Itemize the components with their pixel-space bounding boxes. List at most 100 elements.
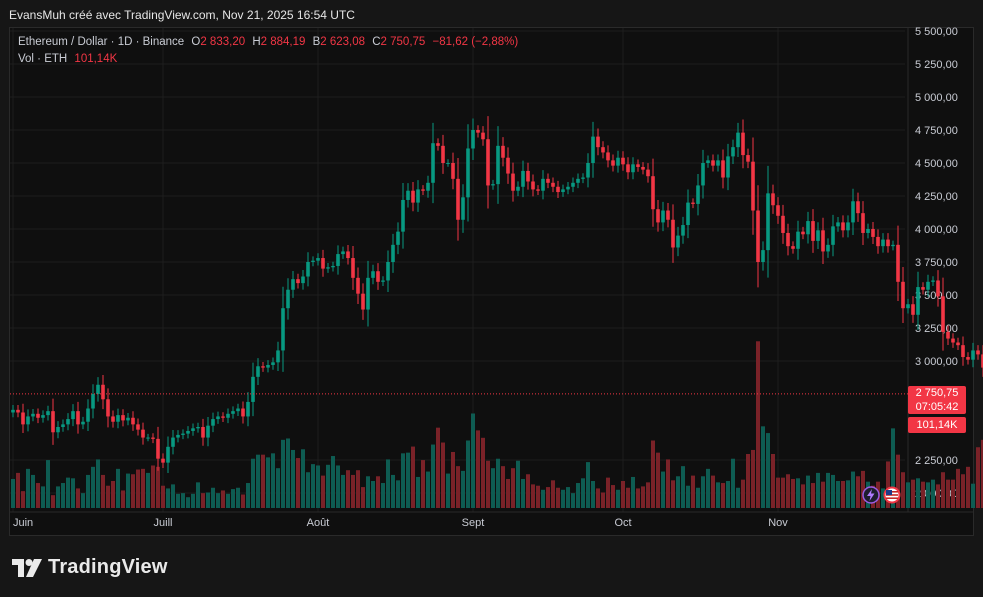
- y-tick-label: 4 750,00: [915, 125, 958, 137]
- candle-body: [976, 350, 980, 355]
- volume-bar: [841, 481, 845, 508]
- candle-body: [196, 427, 200, 429]
- candle-body: [471, 130, 475, 149]
- candle-body: [376, 271, 380, 282]
- candle-body: [11, 409, 15, 413]
- volume-bar: [961, 474, 965, 508]
- candle-body: [521, 170, 525, 187]
- volume-bar: [76, 488, 80, 508]
- x-tick-label: Juill: [154, 517, 173, 529]
- volume-bar: [481, 437, 485, 508]
- candle-body: [626, 164, 630, 173]
- volume-bar: [116, 468, 120, 508]
- volume-bar: [356, 470, 360, 508]
- volume-bar: [716, 482, 720, 508]
- volume-bar: [881, 488, 885, 508]
- candle-body: [76, 411, 80, 425]
- volume-bar: [526, 474, 530, 508]
- volume-bar: [346, 470, 350, 508]
- volume-bar: [461, 470, 465, 508]
- volume-bar: [886, 461, 890, 508]
- candle-body: [596, 136, 600, 148]
- candle-body: [836, 222, 840, 227]
- volume-bar: [946, 479, 950, 508]
- volume-bar: [926, 482, 930, 508]
- volume-bar: [171, 484, 175, 508]
- volume-bar: [381, 483, 385, 508]
- close-label: C: [372, 36, 381, 48]
- candle-body: [956, 342, 960, 346]
- candle-body: [781, 215, 785, 233]
- volume-label: Vol · ETH: [18, 53, 68, 65]
- candle-body: [181, 433, 185, 435]
- tradingview-logo[interactable]: TradingView: [12, 556, 168, 579]
- volume-bar: [571, 493, 575, 508]
- candle-body: [741, 132, 745, 156]
- chart-frame[interactable]: [9, 27, 974, 536]
- lightning-icon[interactable]: [862, 486, 880, 504]
- candle-body: [531, 181, 535, 190]
- volume-bar: [801, 484, 805, 508]
- candle-body: [851, 201, 855, 223]
- candle-body: [211, 419, 215, 426]
- volume-bar: [321, 475, 325, 508]
- volume-bar: [506, 478, 510, 508]
- candle-body: [751, 161, 755, 211]
- candle-body: [876, 236, 880, 247]
- y-tick-label: 2 250,00: [915, 455, 958, 467]
- volume-bar: [596, 488, 600, 508]
- volume-bar: [406, 452, 410, 508]
- candle-body: [366, 277, 370, 310]
- candle-body: [216, 416, 220, 420]
- volume-bar: [181, 493, 185, 508]
- volume-value: 101,14K: [74, 53, 118, 65]
- volume-bar: [41, 486, 45, 508]
- volume-legend: Vol · ETH 101,14K: [18, 53, 117, 65]
- volume-bar: [56, 486, 60, 508]
- volume-bar: [486, 460, 490, 508]
- candle-body: [961, 345, 965, 358]
- candle-body: [326, 267, 330, 269]
- volume-bar: [691, 475, 695, 508]
- candle-body: [641, 166, 645, 170]
- tradingview-logo-icon: [12, 558, 42, 577]
- volume-bar: [861, 470, 865, 508]
- candle-body: [726, 156, 730, 178]
- volume-bar: [616, 489, 620, 508]
- volume-bar: [581, 478, 585, 508]
- candle-body: [391, 244, 395, 262]
- candle-body: [816, 230, 820, 241]
- candle-body: [146, 437, 150, 439]
- candle-body: [516, 186, 520, 191]
- candle-body: [881, 239, 885, 247]
- volume-bar: [36, 483, 40, 508]
- us-flag-icon[interactable]: [883, 486, 901, 504]
- volume-bar: [121, 490, 125, 508]
- volume-bar: [296, 458, 300, 508]
- volume-bar: [261, 454, 265, 508]
- candle-body: [16, 409, 20, 413]
- candle-body: [301, 276, 305, 284]
- candle-body: [621, 157, 625, 165]
- candle-body: [656, 209, 660, 223]
- candle-body: [171, 437, 175, 447]
- volume-bar: [806, 475, 810, 508]
- volume-bar: [16, 472, 20, 508]
- volume-bar: [676, 476, 680, 508]
- candle-body: [221, 416, 225, 418]
- volume-bar: [521, 478, 525, 508]
- volume-bar: [976, 447, 980, 508]
- last-price-tag: 2 750,75 07:05:42: [908, 386, 966, 414]
- volume-bar: [666, 459, 670, 508]
- x-tick-label: Juin: [13, 517, 33, 529]
- volume-bar: [791, 478, 795, 508]
- volume-bar: [231, 489, 235, 508]
- candle-body: [411, 190, 415, 203]
- volume-bar: [476, 430, 480, 508]
- volume-bar: [446, 473, 450, 508]
- candle-body: [846, 222, 850, 231]
- volume-bar: [71, 478, 75, 508]
- candle-body: [456, 178, 460, 220]
- volume-bar: [851, 471, 855, 508]
